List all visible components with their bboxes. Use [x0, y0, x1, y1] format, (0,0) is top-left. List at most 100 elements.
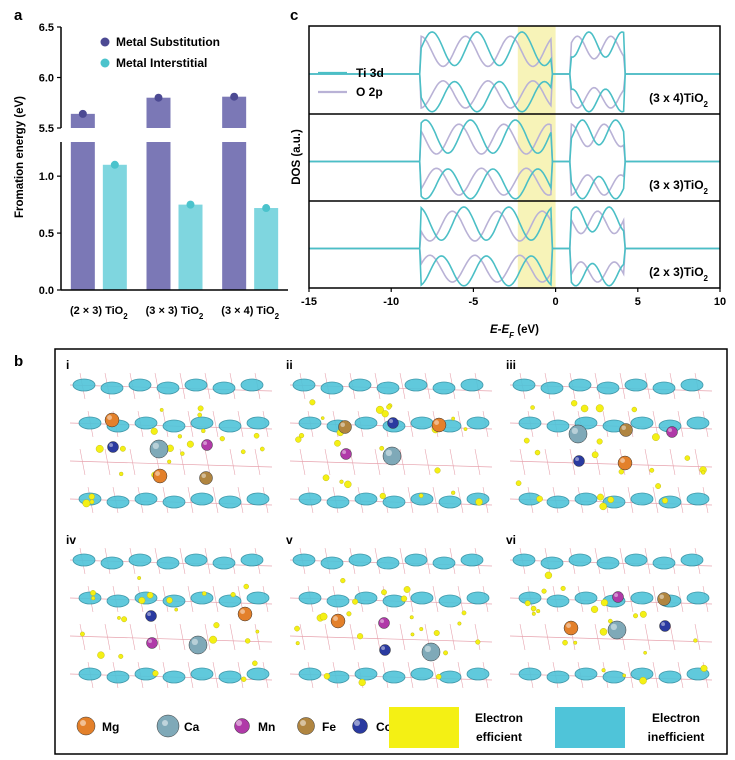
electron-inefficient-isosurface: [460, 553, 484, 567]
subpanel-vi: vi: [506, 533, 713, 689]
electron-efficient-isosurface: [580, 404, 589, 413]
atom-highlight: [148, 639, 152, 643]
electron-efficient-isosurface: [346, 611, 352, 617]
atom-mn: [340, 448, 352, 460]
electron-inefficient-isosurface: [218, 419, 242, 433]
lattice-bond: [187, 410, 194, 438]
lattice-bond: [179, 623, 186, 651]
lattice-bond: [424, 448, 431, 476]
legend-label: O 2p: [356, 85, 383, 99]
electron-inefficient-isosurface: [376, 381, 400, 395]
lattice-bond: [69, 460, 273, 468]
electron-inefficient-isosurface: [298, 416, 322, 430]
electron-efficient-isosurface: [639, 610, 647, 618]
electron-efficient-isosurface: [213, 622, 220, 629]
dot-interstitial: [186, 200, 195, 209]
bar-substitution-lower: [222, 142, 247, 290]
y-tick-label: 0.0: [39, 285, 54, 297]
electron-efficient-isosurface: [560, 585, 566, 591]
electron-efficient-isosurface: [434, 467, 441, 474]
atom-mg: [431, 417, 447, 433]
lattice-bond: [187, 585, 194, 613]
electron-inefficient-isosurface: [354, 667, 378, 681]
electron-efficient-isosurface: [419, 627, 424, 632]
electron-inefficient-isosurface: [460, 378, 484, 392]
lattice-bond: [399, 547, 406, 575]
electron-inefficient-isosurface: [78, 591, 102, 605]
electron-inefficient-isosurface: [134, 416, 158, 430]
electron-efficient-isosurface: [202, 591, 207, 596]
electron-efficient-isosurface: [655, 483, 662, 489]
electron-efficient-isosurface: [241, 676, 247, 682]
electron-efficient-isosurface: [523, 437, 530, 444]
plot-frame: [308, 25, 721, 289]
electron-efficient-isosurface: [451, 490, 456, 495]
subpanel-label: ii: [286, 358, 293, 372]
electron-inefficient-isosurface: [246, 492, 270, 506]
lattice-bond: [79, 623, 86, 651]
electron-inefficient-isosurface: [680, 378, 704, 392]
electron-inefficient-isosurface: [512, 378, 536, 392]
electron-efficient-isosurface: [201, 428, 206, 434]
electron-efficient-isosurface: [649, 467, 655, 473]
electron-inefficient-isosurface: [354, 591, 378, 605]
atom-highlight: [661, 622, 665, 626]
electron-efficient-isosurface: [150, 427, 158, 435]
ti3d-dos-down: [309, 73, 720, 113]
bar-interstitial: [178, 204, 203, 290]
atom-highlight: [240, 609, 245, 614]
subpanel-v: v: [286, 533, 493, 689]
electron-inefficient-isosurface: [574, 492, 598, 506]
atom-highlight: [668, 428, 672, 433]
x-tick-label: (3 × 3) TiO2: [146, 305, 204, 321]
electron-efficient-isosurface: [463, 427, 468, 431]
legend-marker: [100, 37, 110, 47]
electron-efficient-isosurface: [524, 600, 531, 607]
electron-inefficient-isosurface: [568, 553, 592, 567]
x-tick-label: 10: [714, 296, 726, 308]
electron-efficient-isosurface: [89, 499, 95, 505]
electron-efficient-isosurface: [253, 432, 260, 439]
electron-inefficient-isosurface: [156, 556, 180, 570]
panel-c-dos-chart: (3 x 4)TiO2 (3 x 3)TiO2 (2 x 3)TiO2 -15 -10 -…: [291, 25, 726, 340]
atom-highlight: [155, 471, 160, 476]
electron-efficient-isosurface: [475, 498, 483, 506]
electron-efficient-isosurface: [536, 495, 543, 503]
lattice-bond: [519, 623, 526, 651]
atom-mn: [378, 617, 390, 629]
bar-substitution-lower: [70, 142, 95, 290]
electron-inefficient-isosurface: [630, 492, 654, 506]
electron-efficient-isosurface: [319, 612, 328, 621]
electron-inefficient-isosurface: [410, 591, 434, 605]
electron-efficient-isosurface: [599, 628, 608, 636]
atom-co: [145, 610, 157, 622]
electron-efficient-isosurface: [700, 664, 708, 672]
electron-efficient-isosurface: [461, 610, 467, 616]
electron-efficient-isosurface: [418, 493, 424, 498]
electron-efficient-isosurface: [295, 641, 300, 646]
atom-ca: [607, 620, 627, 640]
lattice-bond: [474, 623, 481, 651]
lattice-bond: [204, 372, 211, 400]
lattice-bond: [179, 547, 186, 575]
electron-efficient-isosurface: [631, 406, 638, 413]
lattice-bond: [374, 623, 381, 651]
electron-efficient-isosurface: [443, 650, 448, 656]
electron-inefficient-isosurface: [72, 553, 96, 567]
atom-mg: [330, 613, 346, 629]
electron-efficient-isosurface: [379, 445, 385, 451]
electron-inefficient-isosurface: [218, 670, 242, 684]
electron-inefficient-isosurface: [326, 594, 350, 608]
electron-efficient-isosurface: [344, 480, 352, 489]
atom-ca: [421, 642, 441, 662]
atom-highlight: [389, 419, 394, 424]
lattice-bond: [254, 448, 261, 476]
electron-efficient-isosurface: [596, 438, 603, 445]
electron-efficient-isosurface: [358, 678, 366, 687]
atom-highlight: [107, 415, 113, 420]
electron-inefficient-isosurface: [106, 670, 130, 684]
lattice-bond: [299, 448, 306, 476]
lattice-bond: [374, 448, 381, 476]
lattice-bond: [432, 585, 439, 613]
electron-efficient-isosurface: [515, 480, 522, 486]
